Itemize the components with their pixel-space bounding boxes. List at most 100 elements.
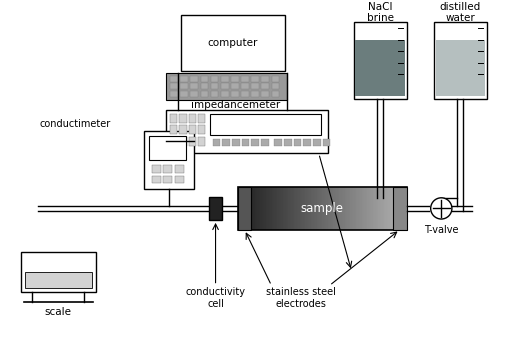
- Bar: [328, 187, 330, 229]
- Bar: [249, 187, 251, 229]
- Bar: [404, 187, 406, 229]
- Bar: [25, 272, 92, 288]
- Bar: [213, 139, 220, 146]
- Bar: [360, 187, 362, 229]
- Bar: [238, 187, 239, 229]
- Bar: [271, 76, 279, 82]
- Bar: [164, 165, 172, 173]
- Bar: [305, 187, 307, 229]
- Bar: [319, 187, 321, 229]
- Bar: [377, 187, 379, 229]
- Bar: [376, 187, 378, 229]
- Bar: [231, 76, 239, 82]
- Text: stainless steel
electrodes: stainless steel electrodes: [266, 287, 335, 309]
- Bar: [401, 187, 403, 229]
- Bar: [252, 187, 254, 229]
- Bar: [144, 131, 195, 189]
- Bar: [332, 187, 334, 229]
- Text: scale: scale: [45, 307, 72, 317]
- Bar: [240, 187, 243, 229]
- Bar: [285, 187, 287, 229]
- Bar: [152, 176, 160, 183]
- Bar: [263, 187, 265, 229]
- Bar: [388, 187, 390, 229]
- Bar: [211, 91, 218, 97]
- Text: conductimeter: conductimeter: [39, 119, 110, 130]
- Bar: [256, 187, 258, 229]
- Bar: [335, 187, 337, 229]
- Bar: [170, 84, 178, 89]
- Bar: [170, 125, 178, 134]
- Bar: [222, 139, 230, 146]
- Bar: [321, 187, 322, 229]
- Bar: [198, 114, 205, 122]
- Bar: [241, 139, 249, 146]
- Bar: [269, 187, 270, 229]
- Bar: [359, 187, 361, 229]
- Bar: [281, 187, 283, 229]
- Bar: [275, 187, 276, 229]
- Bar: [433, 22, 487, 99]
- Bar: [231, 91, 239, 97]
- Bar: [250, 187, 252, 229]
- Bar: [241, 91, 249, 97]
- Bar: [372, 187, 373, 229]
- Bar: [246, 187, 248, 229]
- Bar: [231, 84, 239, 89]
- Bar: [387, 187, 389, 229]
- Bar: [362, 187, 363, 229]
- Bar: [347, 187, 349, 229]
- Bar: [302, 187, 304, 229]
- Bar: [190, 84, 198, 89]
- Bar: [267, 187, 269, 229]
- Bar: [175, 176, 184, 183]
- Bar: [363, 187, 365, 229]
- Bar: [266, 187, 268, 229]
- Bar: [331, 187, 332, 229]
- Text: distilled
water: distilled water: [440, 2, 481, 24]
- Bar: [310, 187, 311, 229]
- Bar: [251, 139, 259, 146]
- Bar: [313, 139, 321, 146]
- Bar: [170, 137, 178, 146]
- Bar: [190, 91, 198, 97]
- Bar: [188, 137, 196, 146]
- Bar: [304, 187, 306, 229]
- Bar: [180, 76, 188, 82]
- Text: T-valve: T-valve: [424, 225, 459, 235]
- Bar: [341, 187, 342, 229]
- Bar: [238, 187, 251, 229]
- Bar: [180, 91, 188, 97]
- Circle shape: [431, 198, 452, 219]
- Bar: [245, 187, 247, 229]
- Bar: [201, 84, 208, 89]
- Bar: [364, 187, 366, 229]
- Bar: [261, 139, 269, 146]
- Bar: [180, 84, 188, 89]
- Bar: [398, 187, 400, 229]
- Bar: [271, 187, 273, 229]
- Bar: [381, 187, 383, 229]
- Bar: [283, 187, 285, 229]
- Bar: [262, 91, 269, 97]
- Bar: [378, 187, 380, 229]
- Bar: [188, 125, 196, 134]
- Bar: [170, 114, 178, 122]
- Bar: [170, 91, 178, 97]
- Bar: [354, 187, 357, 229]
- Bar: [322, 187, 324, 229]
- Bar: [284, 139, 292, 146]
- Bar: [385, 187, 388, 229]
- Bar: [201, 76, 208, 82]
- Bar: [383, 187, 384, 229]
- Bar: [346, 187, 348, 229]
- Bar: [180, 114, 187, 122]
- Bar: [248, 187, 249, 229]
- Bar: [259, 187, 261, 229]
- Bar: [380, 187, 382, 229]
- Bar: [290, 187, 292, 229]
- Bar: [251, 84, 259, 89]
- Bar: [242, 187, 244, 229]
- Bar: [390, 187, 392, 229]
- Bar: [318, 187, 320, 229]
